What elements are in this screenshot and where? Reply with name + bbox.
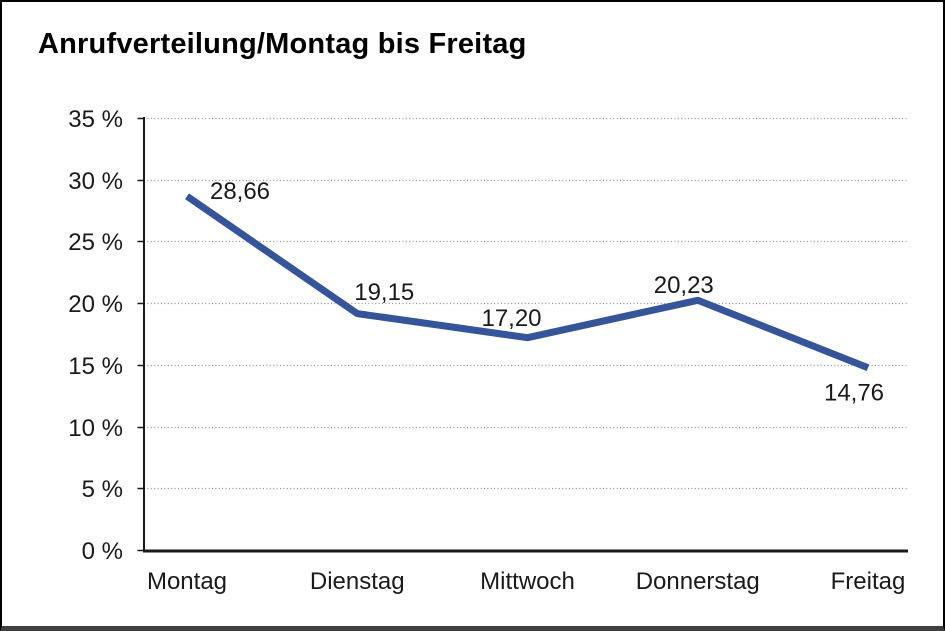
y-tick-label: 5 % [82,476,123,503]
y-tick-label: 15 % [68,353,123,380]
y-tick-label: 20 % [68,291,123,318]
data-label: 20,23 [654,272,714,299]
x-tick-label: Mittwoch [480,568,575,595]
y-tick-label: 10 % [68,415,123,442]
y-tick-label: 25 % [68,229,123,256]
series-line [185,193,870,372]
y-tick-label: 30 % [68,168,123,195]
x-tick-label: Donnerstag [636,568,760,595]
y-tick-label: 0 % [82,538,123,565]
data-label: 28,66 [210,178,270,205]
x-tick-label: Montag [147,568,227,595]
x-tick-label: Freitag [831,568,906,595]
data-label: 17,20 [481,305,541,332]
chart-title: Anrufverteilung/Montag bis Freitag [38,28,527,60]
x-tick-label: Dienstag [310,568,405,595]
y-tick-label: 35 % [68,106,123,133]
data-label: 19,15 [354,279,414,306]
data-label: 14,76 [824,379,884,406]
